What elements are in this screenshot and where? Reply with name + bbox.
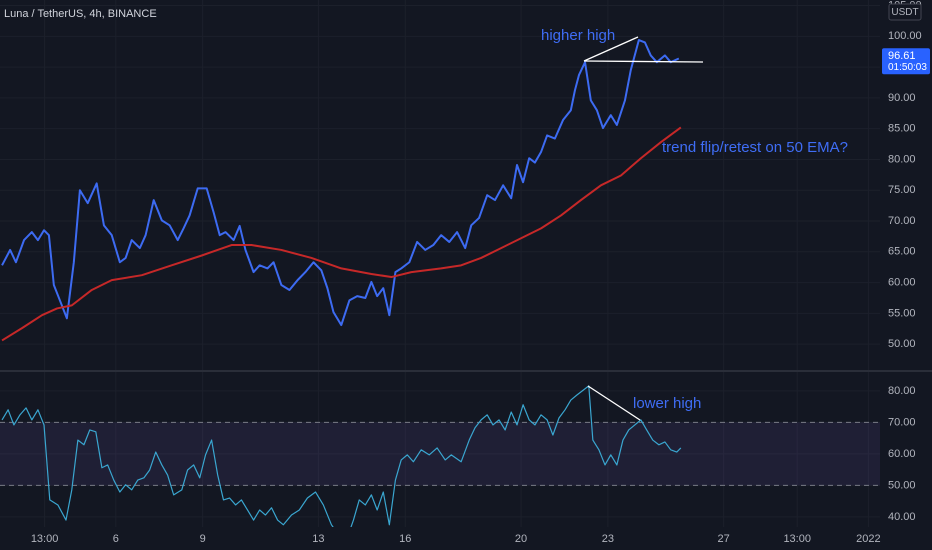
- x-tick-label: 16: [399, 533, 411, 545]
- y-tick-label: 60.00: [888, 448, 916, 460]
- y-tick-label: 50.00: [888, 338, 916, 350]
- axis-layer: 50.00 55.00 60.00 65.00 70.00 75.00 80.00 85.00…: [31, 0, 930, 545]
- x-tick-label: 20: [515, 533, 527, 545]
- x-tick-label: 13: [312, 533, 324, 545]
- y-tick-label: 55.00: [888, 307, 916, 319]
- y-tick-label: 100.00: [888, 30, 922, 42]
- x-tick-label: 13:00: [783, 533, 811, 545]
- y-tick-label: 90.00: [888, 92, 916, 104]
- price-pane: [1, 39, 682, 342]
- trend-line: [583, 60, 704, 63]
- y-tick-label: 80.00: [888, 153, 916, 165]
- last-price-label: 96.61: [888, 50, 916, 62]
- last-price-box: [882, 48, 930, 75]
- currency: USDT: [891, 7, 918, 18]
- trend-line: [583, 36, 639, 62]
- chart-title: Luna / TetherUS, 4h, BINANCE: [4, 8, 157, 20]
- y-tick-label: 40.00: [888, 511, 916, 523]
- x-tick-label: 2022: [856, 533, 880, 545]
- x-tick-label: 13:00: [31, 533, 59, 545]
- annotation: higher high: [541, 27, 615, 44]
- grid-layer: [0, 0, 880, 527]
- series-line: [1, 39, 680, 327]
- rsi-pane: [0, 385, 880, 527]
- y-tick-label: 75.00: [888, 184, 916, 196]
- x-tick-label: 6: [113, 533, 119, 545]
- countdown: 01:50:03: [888, 62, 927, 73]
- annotation: lower high: [633, 395, 701, 412]
- series-line: [1, 126, 682, 342]
- x-tick-label: 27: [718, 533, 730, 545]
- y-tick-label: 70.00: [888, 215, 916, 227]
- x-tick-label: 23: [602, 533, 614, 545]
- series-line: [1, 385, 682, 527]
- y-tick-label: 85.00: [888, 123, 916, 135]
- trend-line: [587, 385, 641, 421]
- annotation: trend flip/retest on 50 EMA?: [662, 139, 848, 156]
- x-tick-label: 9: [200, 533, 206, 545]
- y-tick-label: 70.00: [888, 416, 916, 428]
- y-tick-label: 80.00: [888, 385, 916, 397]
- y-tick-label: 60.00: [888, 276, 916, 288]
- y-tick-label: 50.00: [888, 479, 916, 491]
- currency-box: [888, 3, 922, 21]
- y-tick-label: 65.00: [888, 246, 916, 258]
- band: [0, 422, 880, 486]
